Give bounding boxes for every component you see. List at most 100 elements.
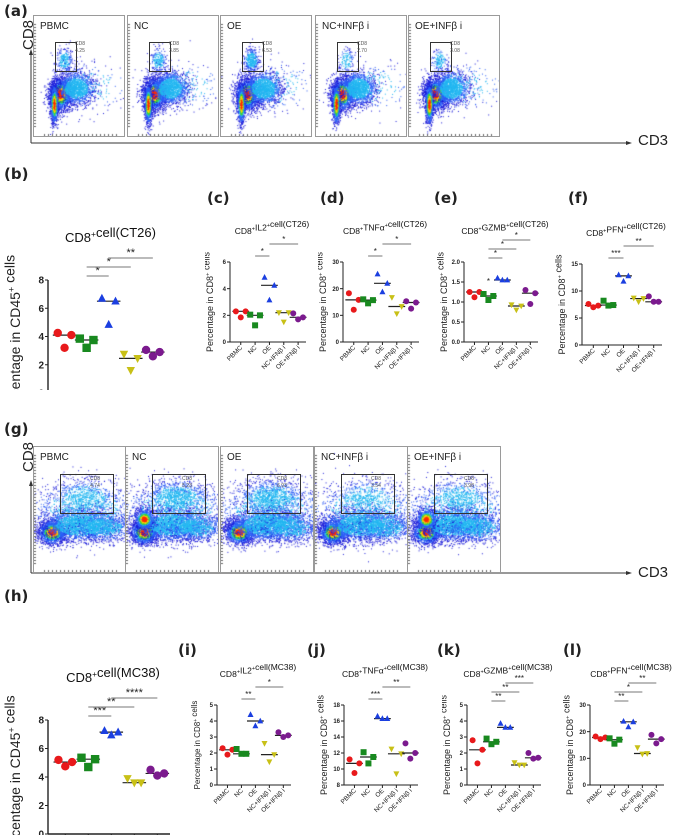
data-point-nc: [77, 753, 86, 762]
y-axis-label: Percentage in CD45+ cells: [1, 255, 23, 390]
data-point-oeifni: [407, 755, 414, 762]
data-point-oeifni: [153, 771, 162, 780]
data-point-oeifni: [275, 729, 282, 736]
flow-plot: OE CD8 6.93: [220, 446, 314, 573]
data-point-oeifni: [155, 347, 164, 357]
data-point-oeifni: [412, 299, 419, 306]
data-point-ncifni: [126, 367, 135, 376]
data-point-oe: [625, 723, 632, 730]
flow-group-title: NC: [134, 21, 149, 32]
data-point-nc: [488, 741, 495, 748]
gate-name: CD8: [182, 476, 193, 482]
y-tick-label: 10: [579, 756, 586, 762]
data-point-oeifni: [159, 769, 169, 778]
data-point-oe: [111, 296, 120, 305]
panel-label-j: (j): [307, 641, 326, 659]
significance-label: ***: [515, 674, 524, 683]
cd8-gate: [152, 474, 206, 514]
panel-label-d: (d): [320, 189, 345, 207]
y-tick-label: 12: [333, 751, 340, 757]
data-point-oe: [384, 280, 391, 286]
data-point-oe: [261, 274, 268, 280]
flow-plot: NC+INFβ i CD8 3.54: [314, 446, 408, 573]
data-point-nc: [238, 750, 245, 757]
data-point-pbmc: [597, 736, 604, 743]
panel-label-i: (i): [178, 641, 197, 659]
data-point-ncifni: [136, 779, 146, 788]
data-point-oe: [379, 288, 386, 295]
flow-density-scatter: [34, 447, 126, 572]
significance-label: *: [501, 240, 504, 249]
data-point-pbmc: [585, 300, 592, 307]
cd8-gate: [430, 42, 452, 72]
data-point-oeifni: [653, 740, 660, 747]
data-point-nc: [480, 291, 487, 297]
gate-name: CD8: [371, 476, 382, 482]
significance-label: **: [502, 683, 508, 692]
annotation-label: *: [487, 277, 490, 286]
data-point-pbmc: [592, 733, 599, 740]
chart-d: CD8+TNFα+cell(CT26) Percentage in CD8+ ce…: [318, 219, 427, 371]
chart-title: CD8+TNFα+cell(MC38): [342, 662, 428, 679]
data-point-ncifni: [280, 319, 287, 326]
data-point-pbmc: [61, 762, 70, 771]
data-point-oeifni: [295, 316, 302, 323]
y-tick-label: 0: [460, 783, 464, 789]
y-tick-label: 14: [333, 735, 340, 741]
panel-label-k: (k): [437, 641, 461, 659]
y-tick-label: 30: [332, 260, 339, 266]
data-point-pbmc: [219, 745, 226, 752]
x-tick-label: PBMC: [226, 344, 244, 362]
cd8-gate-label: CD8 6.53: [262, 41, 272, 55]
data-point-oeifni: [535, 754, 542, 761]
x-tick-label: NC: [480, 344, 492, 356]
y-tick-label: 0: [583, 783, 587, 789]
gate-percentage: 3.54: [371, 483, 381, 489]
y-tick-label: 2: [38, 801, 44, 812]
y-tick-label: 15: [571, 262, 578, 268]
x-tick-label: PBMC: [579, 347, 597, 365]
data-point-pbmc: [595, 302, 602, 309]
gate-name: CD8: [464, 476, 475, 482]
significance-label: ****: [126, 687, 144, 699]
data-point-oeifni: [285, 732, 292, 739]
data-point-nc: [490, 293, 497, 299]
x-tick-label: NC: [483, 787, 495, 799]
y-tick-label: 0: [210, 783, 214, 789]
cd8-gate-label: CD8 5.23: [182, 476, 192, 490]
x-tick-label: PBMC: [586, 787, 604, 805]
gate-percentage: 3.08: [450, 48, 460, 54]
data-point-ncifni: [393, 311, 400, 318]
cd8-gate-label: CD8 3.54: [371, 476, 381, 490]
data-point-nc: [610, 302, 617, 309]
data-point-ncifni: [511, 760, 518, 766]
x-tick-label: PBMC: [213, 787, 231, 805]
data-point-oeifni: [527, 301, 534, 307]
chart-title: CD8+PFN+cell(CT26): [586, 221, 666, 238]
data-point-pbmc: [224, 751, 231, 758]
chart-f: CD8+PFN+cell(CT26) Percentage in CD8+ cel…: [555, 221, 666, 374]
y-tick-label: 2: [38, 360, 44, 371]
chart-k: CD8+GZMB+cell(MC38) Percentage in CD8+ ce…: [442, 662, 553, 814]
data-point-ncifni: [513, 307, 520, 314]
data-point-oeifni: [146, 765, 155, 775]
data-point-oe: [497, 720, 504, 726]
flow-group-title: OE+INFβ i: [414, 452, 462, 463]
significance-label: ***: [371, 690, 380, 699]
gate-name: CD8: [169, 41, 180, 47]
data-point-pbmc: [466, 289, 473, 295]
y-tick-label: 0.5: [452, 320, 461, 326]
flow-group-title: NC+INFβ i: [322, 21, 370, 32]
significance-label: **: [639, 674, 645, 683]
data-point-pbmc: [60, 343, 69, 352]
flow-plot: OE+INFβ i CD8 3.08: [408, 15, 500, 137]
y-tick-label: 2.0: [452, 260, 461, 266]
x-tick-label: NC: [247, 344, 259, 356]
data-point-nc: [360, 296, 367, 303]
panel-label-f: (f): [568, 189, 589, 207]
data-point-pbmc: [590, 304, 597, 311]
x-tick-label: OE: [615, 347, 627, 359]
data-point-ncifni: [123, 775, 132, 784]
significance-label: *: [515, 231, 518, 240]
data-point-pbmc: [350, 306, 357, 313]
